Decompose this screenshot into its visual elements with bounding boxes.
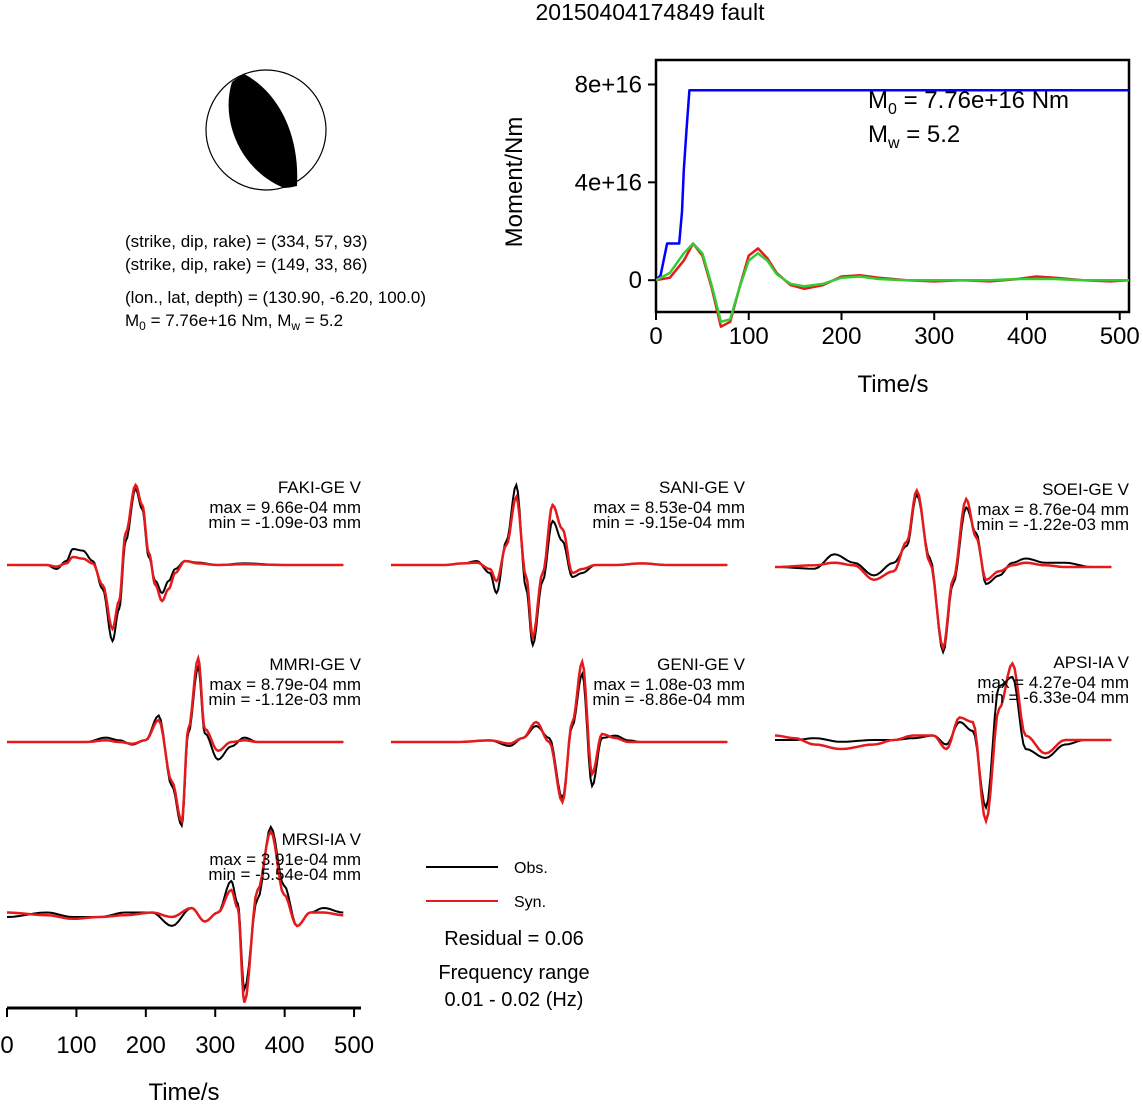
legend-syn-label: Syn. — [514, 894, 546, 911]
figure-title: 20150404174849 fault — [536, 0, 766, 25]
moment-xtick-label: 100 — [729, 323, 769, 350]
observed-trace — [775, 675, 1112, 811]
moment-series-line-1 — [655, 242, 1130, 328]
m0-annotation: M0 = 7.76e+16 Nm — [868, 87, 1069, 118]
synthetic-trace — [7, 653, 344, 825]
moment-ytick-label: 0 — [629, 267, 642, 294]
waveform-xtick-label: 200 — [126, 1032, 166, 1059]
moment-series-group — [655, 89, 1130, 328]
waveform-xtick-label: 100 — [56, 1032, 96, 1059]
synthetic-trace — [774, 487, 1112, 652]
waveform-xtick-label: 0 — [0, 1032, 13, 1059]
waveform-time-axis: 0 100 200 300 400 500 — [0, 1006, 374, 1059]
waveform-xlabel: Time/s — [148, 1079, 219, 1104]
station-max: max = 8.53e-04 mm — [593, 498, 745, 517]
frequency-title: Frequency range — [438, 962, 589, 984]
observed-trace — [774, 492, 1112, 656]
moment-xtick-label: 500 — [1100, 323, 1140, 350]
moment-xlabel: Time/s — [857, 371, 928, 398]
event-moment-magnitude: M0 = 7.76e+16 Nm, Mw = 5.2 — [125, 311, 343, 333]
station-label: FAKI-GE V — [278, 478, 362, 497]
station-min: min = -8.86e-04 mm — [592, 690, 745, 709]
synthetic-trace — [391, 657, 728, 806]
moment-ytick-label: 4e+16 — [575, 169, 642, 196]
station-label: MMRI-GE V — [269, 655, 361, 674]
station-max: max = 3.91e-04 mm — [209, 850, 361, 869]
moment-xtick-label: 200 — [821, 323, 861, 350]
beachball — [205, 69, 327, 191]
event-location: (lon., lat, depth) = (130.90, -6.20, 100… — [125, 288, 426, 307]
station-max: max = 8.76e-04 mm — [977, 500, 1129, 519]
station-max: max = 9.66e-04 mm — [209, 498, 361, 517]
moment-series-line-2 — [655, 242, 1129, 324]
station-label: MRSI-IA V — [282, 830, 362, 849]
station-min: min = -1.22e-03 mm — [976, 515, 1129, 534]
beachball-compressional-quadrant — [228, 74, 298, 188]
synthetic-trace — [7, 482, 344, 632]
moment-xtick-label: 400 — [1007, 323, 1047, 350]
station-max: max = 1.08e-03 mm — [593, 675, 745, 694]
mechanism-plane-2: (strike, dip, rake) = (149, 33, 86) — [125, 255, 367, 274]
station-min: min = -9.15e-04 mm — [592, 513, 745, 532]
moment-series-line-0 — [655, 89, 1129, 282]
station-label: SOEI-GE V — [1042, 480, 1130, 499]
station-min: min = -1.09e-03 mm — [208, 513, 361, 532]
station-label: GENI-GE V — [657, 655, 746, 674]
synthetic-trace — [6, 828, 344, 1003]
legend: Obs. Syn. — [426, 860, 548, 911]
residual-text: Residual = 0.06 — [444, 928, 584, 950]
synthetic-trace — [774, 661, 1112, 826]
moment-ytick-label: 8e+16 — [575, 71, 642, 98]
station-min: min = -1.12e-03 mm — [208, 690, 361, 709]
moment-xtick-label: 0 — [649, 323, 662, 350]
station-max: max = 4.27e-04 mm — [977, 673, 1129, 692]
synthetic-trace — [391, 493, 728, 642]
waveform-xtick-label: 300 — [195, 1032, 235, 1059]
mw-annotation: Mw = 5.2 — [868, 121, 960, 152]
moment-panel-frame — [654, 58, 1131, 314]
moment-axes-group: 0 100 200 300 400 500 0 4e+16 8e+16 — [575, 71, 1140, 350]
moment-rate-panel: 0 100 200 300 400 500 0 4e+16 8e+16 Moment/Nm Ti… — [501, 58, 1140, 398]
station-label: SANI-GE V — [659, 478, 746, 497]
legend-obs-label: Obs. — [514, 860, 548, 877]
moment-ylabel: Moment/Nm — [501, 117, 528, 248]
station-min: min = -6.33e-04 mm — [976, 688, 1129, 707]
station-max: max = 8.79e-04 mm — [209, 675, 361, 694]
frequency-range: 0.01 - 0.02 (Hz) — [445, 989, 584, 1011]
station-min: min = -5.54e-04 mm — [208, 865, 361, 884]
waveform-xtick-label: 400 — [265, 1032, 305, 1059]
waveform-xtick-label: 500 — [334, 1032, 374, 1059]
mechanism-plane-1: (strike, dip, rake) = (334, 57, 93) — [125, 232, 367, 251]
station-label: APSI-IA V — [1053, 653, 1129, 672]
moment-xtick-label: 300 — [914, 323, 954, 350]
